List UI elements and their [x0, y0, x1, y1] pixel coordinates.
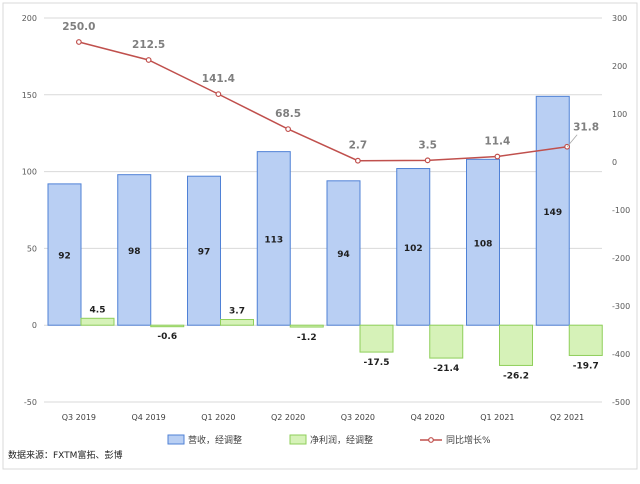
- profit-bar: [150, 324, 185, 328]
- profit-bar: [499, 324, 533, 366]
- left-axis-tick-label: 100: [22, 168, 37, 177]
- legend-label-revenue: 营收，经调整: [188, 434, 242, 446]
- left-axis-tick-label: 200: [22, 14, 37, 23]
- revenue-bar: [326, 180, 361, 326]
- revenue-data-label: 108: [474, 239, 493, 249]
- revenue-bar: [256, 151, 291, 326]
- yoy-marker: [424, 157, 431, 164]
- revenue-data-label: 94: [337, 250, 350, 260]
- revenue-bar: [47, 183, 82, 326]
- right-axis-tick-label: -100: [612, 206, 630, 215]
- revenue-bar: [396, 168, 431, 326]
- right-axis-tick-label: 100: [612, 110, 627, 119]
- left-axis-tick-label: 150: [22, 91, 37, 100]
- left-axis-tick-label: 50: [27, 244, 37, 253]
- right-axis-tick-label: 200: [612, 62, 627, 71]
- profit-bar: [568, 324, 603, 356]
- profit-data-label: 3.7: [229, 307, 245, 317]
- right-axis-tick-label: -300: [612, 302, 630, 311]
- right-axis-tick-label: 0: [612, 158, 617, 167]
- yoy-leader-line: [566, 134, 578, 147]
- revenue-data-label: 102: [404, 244, 423, 254]
- legend-swatch-revenue: [167, 434, 185, 445]
- revenue-data-label: 92: [58, 252, 71, 262]
- legend-label-profit: 净利润，经调整: [310, 434, 373, 446]
- category-label: Q2 2021: [550, 413, 584, 422]
- yoy-marker: [75, 39, 82, 45]
- left-axis-tick-label: 0: [32, 321, 37, 330]
- left-axis-tick-label: -50: [24, 398, 37, 407]
- profit-data-label: 4.5: [90, 305, 106, 315]
- yoy-data-label: 3.5: [418, 139, 437, 151]
- profit-data-label: -17.5: [364, 358, 390, 368]
- profit-bar: [80, 317, 115, 326]
- yoy-data-label: 141.4: [202, 73, 235, 85]
- revenue-bar: [466, 158, 500, 326]
- right-axis-tick-label: 300: [612, 14, 627, 23]
- revenue-data-label: 97: [198, 248, 211, 258]
- profit-bar: [429, 324, 464, 359]
- category-label: Q1 2020: [201, 413, 235, 422]
- profit-bar: [220, 319, 254, 326]
- profit-data-label: -26.2: [503, 371, 529, 381]
- category-label: Q3 2019: [62, 413, 96, 422]
- yoy-data-label: 2.7: [349, 140, 368, 152]
- yoy-marker: [285, 126, 292, 133]
- yoy-marker: [354, 157, 361, 164]
- category-label: Q4 2019: [131, 413, 165, 422]
- profit-bar: [359, 324, 394, 353]
- profit-data-label: -19.7: [573, 361, 599, 371]
- right-axis-tick-label: -200: [612, 254, 630, 263]
- yoy-line: [78, 41, 568, 162]
- revenue-data-label: 149: [543, 208, 562, 218]
- category-label: Q2 2020: [271, 413, 305, 422]
- yoy-marker: [215, 91, 222, 98]
- yoy-data-label: 212.5: [132, 39, 165, 51]
- yoy-data-label: 250.0: [62, 21, 95, 33]
- profit-bar: [289, 324, 324, 328]
- revenue-bar: [187, 175, 221, 326]
- legend-marker-yoy: [428, 437, 434, 443]
- legend-label-yoy: 同比增长%: [446, 434, 491, 446]
- source-note: 数据来源：FXTM富拓、彭博: [8, 451, 123, 461]
- revenue-data-label: 98: [128, 247, 141, 257]
- yoy-marker: [145, 57, 152, 63]
- profit-data-label: -21.4: [433, 364, 459, 374]
- yoy-data-label: 68.5: [275, 108, 301, 120]
- category-label: Q1 2021: [480, 413, 514, 422]
- yoy-data-label: 11.4: [484, 136, 510, 148]
- legend-swatch-profit: [289, 434, 307, 445]
- yoy-data-label: 31.8: [573, 122, 599, 134]
- chart-frame: [2, 2, 638, 470]
- revenue-bar: [117, 174, 152, 326]
- right-axis-tick-label: -500: [612, 398, 630, 407]
- profit-data-label: -0.6: [157, 332, 177, 342]
- revenue-data-label: 113: [264, 235, 283, 245]
- category-label: Q3 2020: [341, 413, 375, 422]
- right-axis-tick-label: -400: [612, 350, 630, 359]
- yoy-marker: [494, 153, 501, 160]
- revenue-bar: [535, 95, 570, 326]
- category-label: Q4 2020: [410, 413, 444, 422]
- profit-data-label: -1.2: [297, 333, 317, 343]
